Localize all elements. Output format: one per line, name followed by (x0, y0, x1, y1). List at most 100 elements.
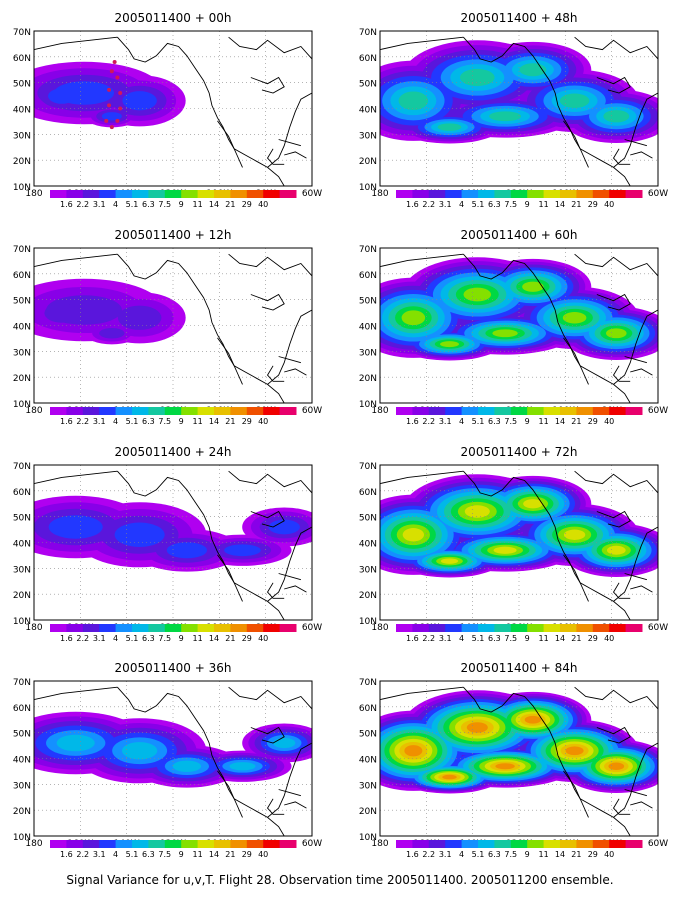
colorbar-swatch (445, 190, 463, 198)
colorbar-label: 1.6 (60, 200, 73, 209)
coastline (228, 36, 312, 60)
lat-label: 70N (13, 462, 31, 472)
coastline (217, 554, 243, 602)
coastline (630, 368, 653, 376)
colorbar-label: 1.6 (406, 850, 419, 859)
lon-label: 180 (25, 406, 42, 416)
coastline (630, 585, 653, 593)
colorbar-label: 3.1 (439, 634, 452, 643)
observation-point (107, 103, 112, 108)
colorbar-swatch (115, 407, 133, 415)
colorbar-swatch (66, 840, 84, 848)
map-panel: 2005011400 + 72h 70N 60N 50N 40N 30N 20N 10N180… (359, 445, 668, 643)
coastline (596, 76, 631, 94)
colorbar-swatch (428, 840, 446, 848)
colorbar-label: 11 (539, 850, 549, 859)
colorbar-swatch (214, 624, 231, 632)
colorbar-swatch (148, 190, 166, 198)
colorbar-swatch (494, 407, 512, 415)
lat-label: 50N (13, 730, 31, 740)
colorbar-swatch (576, 407, 594, 415)
colorbar-label: 3.1 (93, 850, 106, 859)
colorbar-label: 6.3 (488, 634, 501, 643)
colorbar-swatch (50, 407, 67, 415)
lon-label: 180 (371, 189, 388, 199)
colorbar-label: 4 (459, 634, 464, 643)
colorbar-label: 29 (588, 850, 598, 859)
colorbar-swatch (609, 624, 627, 632)
colorbar-swatch (428, 624, 446, 632)
colorbar-swatch (461, 840, 479, 848)
colorbar-swatch (527, 190, 545, 198)
colorbar-label: 3.1 (93, 634, 106, 643)
lat-label: 30N (359, 781, 377, 791)
colorbar-swatch (527, 624, 545, 632)
variance-contour (466, 722, 488, 733)
coastline (463, 36, 631, 186)
lat-label: 30N (13, 565, 31, 575)
colorbar-swatch (115, 840, 133, 848)
map-panel: 2005011400 + 24h 70N 60N 50N 40N 30N 20N 10N180… (13, 445, 322, 643)
panel-frame (33, 247, 313, 404)
lat-label: 70N (13, 245, 31, 255)
colorbar-swatch (609, 407, 627, 415)
colorbar-swatch (99, 407, 117, 415)
colorbar-label: 6.3 (488, 417, 501, 426)
coastline (613, 742, 658, 818)
variance-contour (442, 774, 457, 780)
colorbar-swatch (82, 624, 100, 632)
colorbar-swatch (115, 624, 133, 632)
lon-label: 180 (25, 623, 42, 633)
lat-label: 40N (359, 106, 377, 116)
colorbar-label: 11 (539, 417, 549, 426)
lat-label: 20N (359, 157, 377, 167)
lat-label: 10N (13, 183, 31, 193)
colorbar-swatch (230, 624, 248, 632)
coastline (380, 470, 464, 485)
lat-label: 60N (13, 488, 31, 498)
colorbar-label: 29 (242, 200, 252, 209)
coastline (613, 309, 658, 385)
colorbar-swatch (279, 407, 297, 415)
variance-contour (608, 762, 625, 771)
colorbar-label: 5.1 (472, 850, 485, 859)
colorbar-label: 21 (225, 850, 235, 859)
lat-label: 40N (13, 756, 31, 766)
colorbar-swatch (82, 407, 100, 415)
lat-label: 60N (13, 271, 31, 281)
panel-title: 2005011400 + 24h (115, 445, 232, 459)
coastline (630, 151, 653, 159)
coastline (34, 470, 118, 485)
colorbar-label: 2.2 (422, 634, 435, 643)
colorbar-swatch (279, 624, 297, 632)
lat-label: 70N (359, 678, 377, 688)
colorbar-label: 1.6 (60, 417, 73, 426)
colorbar-label: 11 (193, 417, 203, 426)
lat-label: 40N (359, 323, 377, 333)
variance-contour (437, 123, 462, 131)
lat-label: 70N (359, 462, 377, 472)
colorbar-label: 7.5 (158, 200, 171, 209)
colorbar-swatch (510, 407, 528, 415)
coastline (612, 365, 631, 382)
colorbar-swatch (214, 190, 231, 198)
coastline (624, 573, 648, 581)
coastline (250, 726, 285, 744)
colorbar-swatch (82, 840, 100, 848)
variance-contour (492, 329, 518, 338)
colorbar-label: 40 (258, 200, 268, 209)
colorbar-swatch (50, 624, 67, 632)
colorbar-label: 7.5 (158, 634, 171, 643)
coastline (34, 686, 118, 701)
variance-contour (495, 763, 515, 770)
map-area (380, 31, 658, 186)
colorbar-swatch (625, 190, 643, 198)
coastline (380, 686, 464, 701)
lon-label: 60W (648, 839, 668, 849)
colorbar-label: 5.1 (472, 634, 485, 643)
variance-contour (117, 305, 162, 330)
coastline (612, 582, 631, 599)
colorbar-swatch (230, 190, 248, 198)
colorbar-swatch (164, 407, 182, 415)
